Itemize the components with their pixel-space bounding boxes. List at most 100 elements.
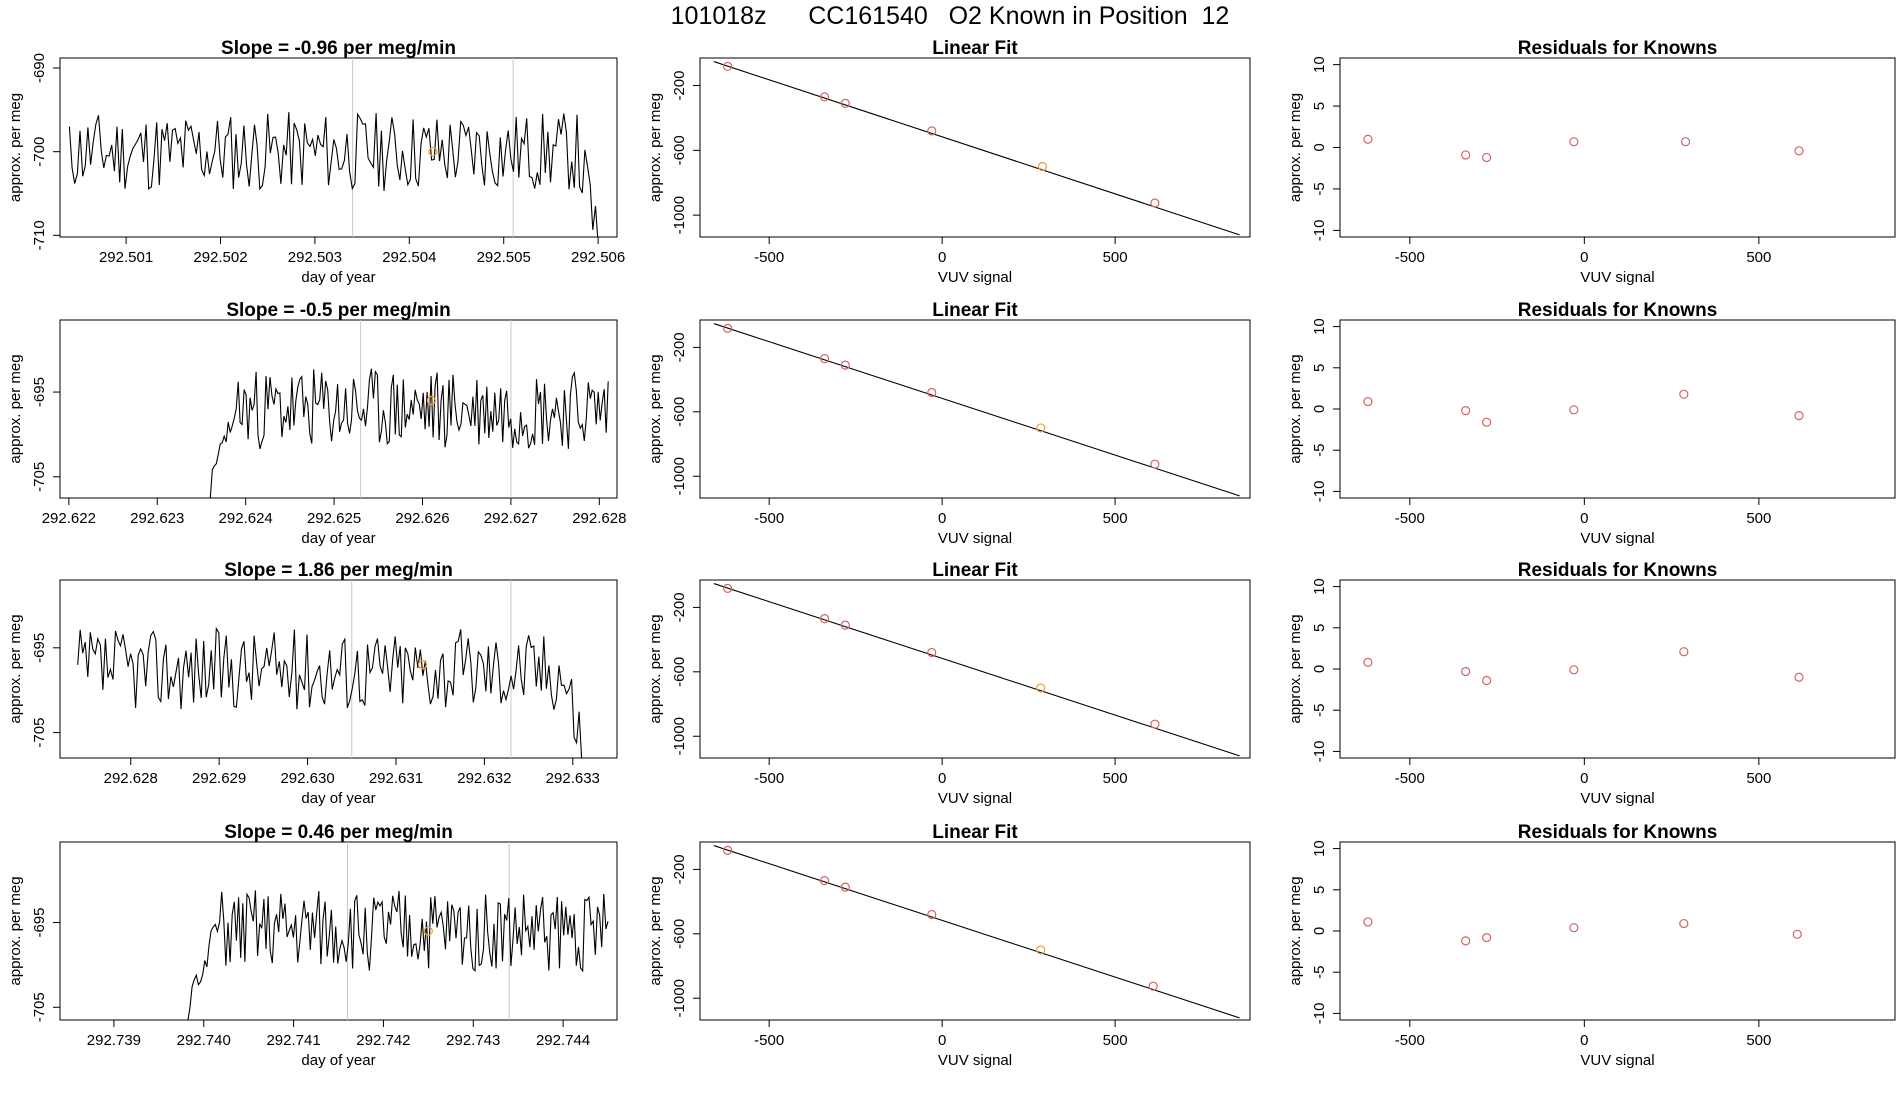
plot-frame — [59, 579, 618, 759]
x-axis-label: day of year — [301, 530, 375, 547]
y-tick-label: -1000 — [671, 196, 688, 234]
panel-title: Linear Fit — [932, 560, 1018, 581]
data-point — [1569, 405, 1579, 415]
y-tick-label: -600 — [671, 919, 688, 949]
data-trace — [209, 368, 609, 498]
y-tick-label: -705 — [31, 462, 48, 492]
y-tick-label: 0 — [1311, 143, 1328, 151]
y-axis-label: approx. per meg — [647, 614, 664, 723]
plot-frame — [1339, 57, 1896, 238]
data-point — [927, 647, 937, 658]
data-point — [1794, 672, 1804, 682]
data-point — [1792, 929, 1802, 939]
x-axis-label: VUV signal — [938, 530, 1012, 547]
data-point — [927, 909, 937, 920]
x-tick-label: -500 — [754, 1032, 784, 1049]
panel-r4-c1: Slope = 0.46 per meg/min 292.739 292.740 29… — [7, 822, 618, 1069]
plot-area — [1363, 134, 1804, 163]
x-tick-label: 292.741 — [266, 1032, 320, 1049]
y-tick-label: 5 — [1311, 624, 1328, 632]
y-tick-label: 10 — [1311, 56, 1328, 73]
x-tick-label: 292.628 — [572, 510, 626, 527]
x-tick-label: 292.504 — [382, 249, 436, 266]
data-point — [723, 323, 733, 333]
x-tick-label: -500 — [1395, 249, 1425, 266]
plot-area — [209, 320, 609, 498]
x-tick-label: 292.623 — [130, 510, 184, 527]
panel-title: Slope = 0.46 per meg/min — [224, 822, 453, 843]
data-point — [1150, 719, 1160, 729]
data-point — [840, 882, 850, 892]
plot-area — [713, 61, 1240, 236]
plot-area — [68, 58, 599, 237]
data-point — [819, 876, 830, 886]
x-tick-label: -500 — [754, 770, 784, 787]
data-point — [819, 354, 830, 364]
highlight-point — [1036, 423, 1046, 433]
y-tick-label: 0 — [1311, 927, 1328, 935]
highlight-point — [428, 147, 438, 157]
data-point — [840, 98, 850, 108]
x-axis-label: VUV signal — [938, 269, 1012, 286]
data-point — [1150, 198, 1160, 208]
plot-area — [77, 580, 583, 758]
panel-title: Residuals for Knowns — [1518, 560, 1718, 581]
x-axis-label: VUV signal — [1580, 1052, 1654, 1069]
data-point — [927, 387, 937, 398]
x-axis-label: day of year — [301, 269, 375, 286]
x-tick-label: 500 — [1103, 510, 1128, 527]
x-tick-label: 500 — [1746, 1032, 1771, 1049]
x-axis-label: day of year — [301, 790, 375, 807]
panel-title: Residuals for Knowns — [1518, 822, 1718, 843]
x-tick-label: 0 — [938, 510, 946, 527]
fit-line — [713, 845, 1240, 1019]
x-axis-label: day of year — [301, 1052, 375, 1069]
data-point — [1482, 675, 1492, 686]
plot-frame — [699, 841, 1251, 1021]
highlight-point — [1036, 683, 1046, 693]
x-tick-label: 292.740 — [177, 1032, 231, 1049]
panel-r2-c3: Residuals for Knowns -500 0 500 10 5 0 -5 -10 VUV… — [1287, 300, 1896, 547]
x-axis-label: VUV signal — [1580, 269, 1654, 286]
plot-frame — [1339, 579, 1896, 759]
panel-title: Slope = 1.86 per meg/min — [224, 560, 453, 581]
data-point — [1461, 936, 1471, 946]
data-point — [1680, 137, 1691, 147]
figure-title: 101018z CC161540 O2 Known in Position 12 — [670, 2, 1230, 30]
y-tick-label: 10 — [1311, 840, 1328, 857]
y-tick-label: 5 — [1311, 886, 1328, 894]
panel-title: Slope = -0.5 per meg/min — [226, 300, 450, 321]
plot-frame — [699, 57, 1251, 238]
highlight-point — [426, 395, 436, 406]
plot-frame — [59, 319, 618, 499]
y-tick-label: -10 — [1311, 481, 1328, 503]
plot-frame — [1339, 841, 1896, 1021]
data-point — [1363, 917, 1373, 927]
y-axis-label: approx. per meg — [1287, 876, 1304, 985]
y-tick-label: -600 — [671, 657, 688, 687]
data-point — [1679, 918, 1689, 929]
panel-r3-c3: Residuals for Knowns -500 0 500 10 5 0 -5 -10 VUV… — [1287, 560, 1896, 807]
y-tick-label: -600 — [671, 397, 688, 427]
y-axis-label: approx. per meg — [1287, 93, 1304, 202]
x-tick-label: 292.739 — [87, 1032, 141, 1049]
x-tick-label: 292.505 — [477, 249, 531, 266]
x-tick-label: 0 — [938, 1032, 946, 1049]
x-tick-label: 500 — [1103, 770, 1128, 787]
data-point — [1482, 152, 1492, 163]
y-tick-label: -690 — [31, 53, 48, 83]
x-tick-label: 292.743 — [446, 1032, 500, 1049]
x-tick-label: 292.629 — [192, 770, 246, 787]
data-trace — [185, 890, 609, 1020]
fit-line — [713, 583, 1240, 757]
panel-title: Linear Fit — [932, 38, 1018, 59]
x-axis-label: VUV signal — [938, 1052, 1012, 1069]
highlight-point — [1036, 945, 1046, 955]
y-tick-label: -700 — [31, 137, 48, 167]
data-point — [1794, 410, 1804, 421]
x-tick-label: 292.503 — [288, 249, 342, 266]
plot-area — [713, 583, 1240, 757]
x-tick-label: 0 — [938, 770, 946, 787]
highlight-point — [423, 926, 433, 936]
data-point — [840, 620, 850, 630]
